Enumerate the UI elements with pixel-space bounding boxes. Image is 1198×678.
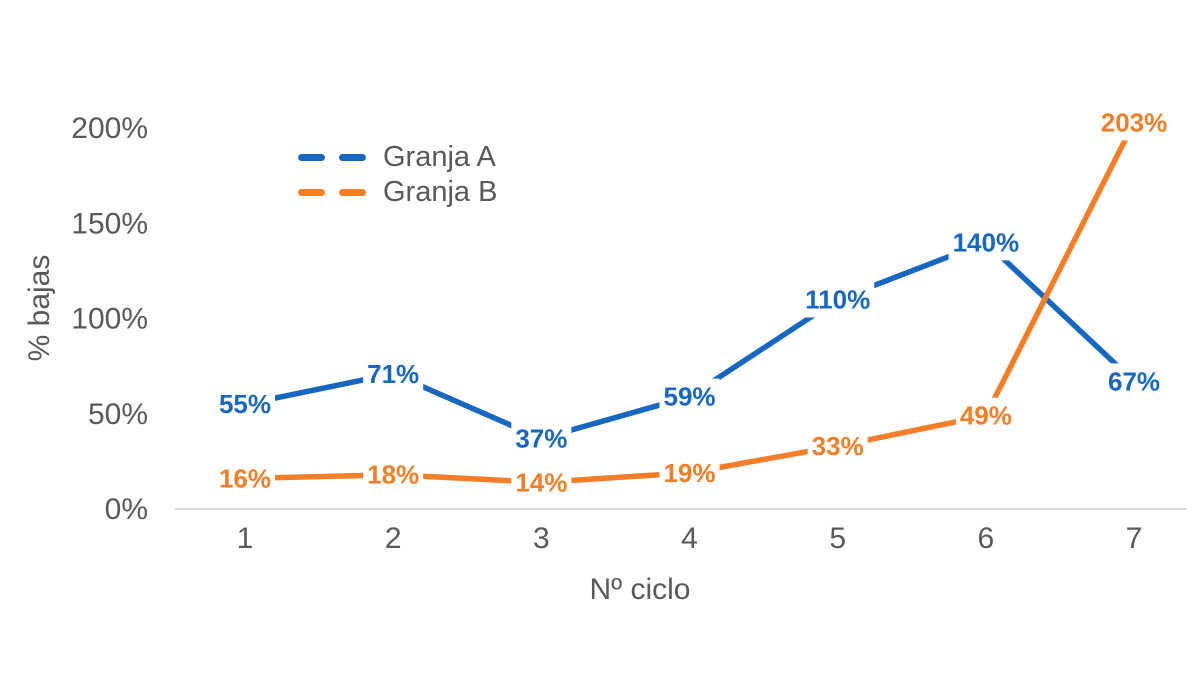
data-label-halo	[948, 224, 1024, 261]
data-label: 59%	[663, 382, 715, 412]
x-axis-tick-label: 7	[1126, 522, 1143, 555]
data-label-halo	[214, 460, 276, 497]
data-label: 55%	[219, 389, 271, 419]
data-label-halo	[363, 355, 424, 392]
data-label: 71%	[367, 359, 419, 389]
x-axis-tick-label: 5	[829, 522, 846, 555]
x-axis-tick-label: 6	[978, 522, 995, 555]
data-label: 19%	[663, 458, 715, 488]
data-label-halo	[511, 464, 572, 501]
data-label: 14%	[515, 467, 567, 497]
data-label: 67%	[1108, 366, 1160, 396]
legend-dash-icon	[298, 153, 325, 161]
y-axis-tick-label: 150%	[71, 207, 148, 240]
x-axis-tick-label: 3	[533, 522, 550, 555]
data-label-halo	[511, 420, 572, 457]
legend-item-granja-b: Granja B	[298, 175, 498, 208]
data-label-halo	[659, 454, 720, 491]
data-label: 110%	[805, 284, 870, 314]
data-label-halo	[1096, 104, 1172, 141]
data-label: 18%	[367, 460, 419, 490]
data-label: 49%	[960, 401, 1012, 431]
data-label-halo	[214, 386, 276, 423]
legend-dash-icon	[339, 153, 366, 161]
x-axis-tick-label: 2	[385, 522, 402, 555]
legend-dash-icon	[339, 188, 366, 196]
y-axis-tick-label: 200%	[71, 112, 148, 145]
data-label-halo	[659, 378, 720, 415]
legend-dash-icon	[298, 188, 325, 196]
data-label-halo	[807, 428, 868, 465]
data-label-halo	[801, 281, 875, 318]
y-axis-title: % bajas	[23, 254, 56, 362]
data-label-halo	[1103, 363, 1165, 400]
data-label: 33%	[812, 431, 864, 461]
x-axis-title: Nº ciclo	[589, 573, 691, 606]
data-label: 203%	[1101, 107, 1168, 137]
legend-label: Granja A	[383, 140, 496, 173]
legend-item-granja-a: Granja A	[298, 140, 497, 173]
y-axis-tick-label: 50%	[88, 398, 148, 431]
x-axis-tick-label: 4	[681, 522, 698, 555]
data-label: 16%	[219, 464, 271, 494]
data-label-halo	[363, 456, 424, 493]
legend-label: Granja B	[383, 175, 498, 208]
y-axis-tick-label: 0%	[105, 493, 148, 526]
data-label: 37%	[515, 424, 567, 454]
x-axis-tick-label: 1	[237, 522, 254, 555]
data-label: 140%	[953, 227, 1020, 257]
data-label-halo	[955, 397, 1016, 434]
chart-legend: Granja A Granja B	[298, 140, 498, 212]
y-axis-tick-label: 100%	[71, 303, 148, 336]
